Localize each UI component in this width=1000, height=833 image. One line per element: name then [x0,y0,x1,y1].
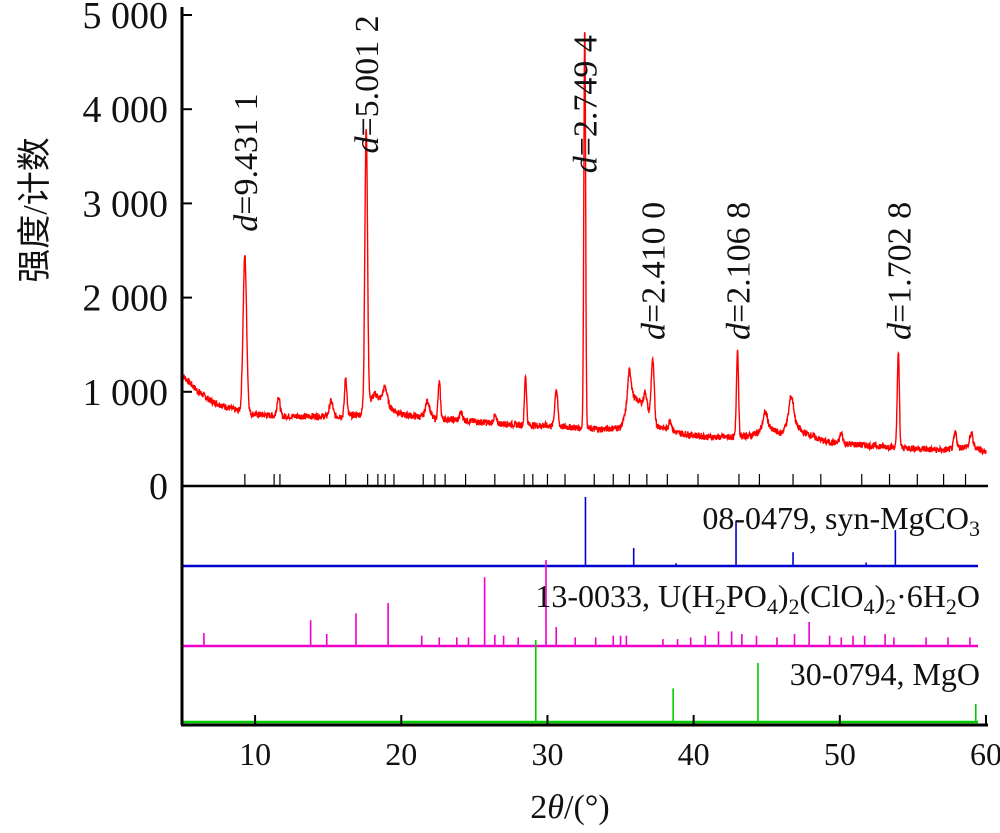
xrd-pattern [181,31,987,456]
x-axis-label: 2θ/(°) [530,789,609,826]
reference-label: 13-0033, U(H2PO4)2(ClO4)2·6H2O [535,578,980,619]
peak-label-d: d [721,322,758,340]
reference-label-subscript: 2 [788,594,799,619]
reference-label-subscript: 2 [885,594,896,619]
peak-label: d=9.431 1 [228,94,265,232]
peak-label-value: =1.702 8 [881,202,918,323]
y-tick-label: 0 [149,466,168,508]
x-tick-label: 20 [385,736,417,772]
x-tick-label: 10 [239,736,271,772]
reference-panel: 13-0033, U(H2PO4)2(ClO4)2·6H2O [182,560,980,648]
reference-label-subscript: 2 [946,594,957,619]
y-tick-label: 3 000 [83,183,169,225]
x-tick-label: 50 [824,736,856,772]
peak-annotations: d=9.431 1 d=5.001 2d=2.749 4d=2.410 0d=2.… [228,15,918,340]
peak-label: d=1.702 8 [881,202,918,340]
y-tick-label: 1 000 [83,372,169,414]
reference-label: 08-0479, syn-MgCO3 [702,500,980,541]
reference-label-part: ) [778,578,789,614]
peak-label-d: d [881,322,918,340]
reference-label-subscript: 4 [767,594,778,619]
x-tick-label: 60 [970,736,1000,772]
axes: 0 1 000 2 000 3 000 4 000 5 000 10 20 30 40 50 60 [83,0,1000,772]
peak-label: d=5.001 2 [349,15,386,153]
reference-label-subscript: 3 [969,516,980,541]
reference-label-part: ) [874,578,885,614]
peak-label: d=2.410 0 [636,202,673,340]
x-tick-label: 40 [678,736,710,772]
reference-label-part: O [957,578,980,614]
reference-panel: 08-0479, syn-MgCO3 [182,497,980,568]
peak-label-d: d [636,322,673,340]
reference-label-name: 30-0794, MgO [790,656,980,692]
y-tick-label: 5 000 [83,0,169,37]
reference-label-subscript: 4 [863,594,874,619]
reference-label-part: PO [726,578,767,614]
peak-label: d=2.749 4 [568,35,605,173]
peak-label-d: d [228,214,265,232]
reference-label-part: (ClO [799,578,863,614]
peak-label-value: =2.106 8 [721,202,758,323]
reference-label-subscript: 2 [715,594,726,619]
peak-label-d: d [349,136,386,154]
reference-label-part: 13-0033, U(H [535,578,715,614]
peak-label-value: =2.749 4 [568,35,605,156]
reference-label-name: 08-0479, syn-MgCO [702,500,969,536]
pattern-line [181,31,987,456]
reference-label: 30-0794, MgO [790,656,980,692]
peak-label-d: d [568,155,605,173]
peak-label-value: =9.431 1 [228,94,265,215]
reference-label-part: ·6H [896,578,946,614]
y-axis-label: 强度/计数 [16,137,54,282]
y-tick-label: 2 000 [83,278,169,320]
x-tick-label: 30 [531,736,563,772]
peak-label-value: =2.410 0 [636,202,673,323]
peak-label: d=2.106 8 [721,202,758,340]
peak-label-value: =5.001 2 [349,15,386,136]
y-tick-label: 4 000 [83,89,169,131]
reference-panel: 30-0794, MgO [182,640,980,724]
